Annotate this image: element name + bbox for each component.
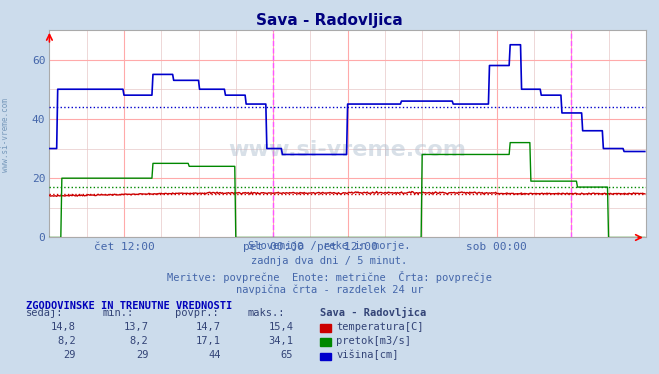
Text: 14,7: 14,7	[196, 322, 221, 332]
Text: 17,1: 17,1	[196, 336, 221, 346]
Text: Sava - Radovljica: Sava - Radovljica	[256, 13, 403, 28]
Text: temperatura[C]: temperatura[C]	[336, 322, 424, 332]
Text: Sava - Radovljica: Sava - Radovljica	[320, 307, 426, 318]
Text: www.si-vreme.com: www.si-vreme.com	[1, 98, 10, 172]
Text: www.si-vreme.com: www.si-vreme.com	[229, 140, 467, 160]
Text: sedaj:: sedaj:	[26, 308, 64, 318]
Text: ZGODOVINSKE IN TRENUTNE VREDNOSTI: ZGODOVINSKE IN TRENUTNE VREDNOSTI	[26, 301, 233, 311]
Text: zadnja dva dni / 5 minut.: zadnja dva dni / 5 minut.	[251, 256, 408, 266]
Text: navpična črta - razdelek 24 ur: navpična črta - razdelek 24 ur	[236, 285, 423, 295]
Text: povpr.:: povpr.:	[175, 308, 218, 318]
Text: 44: 44	[208, 350, 221, 360]
Text: višina[cm]: višina[cm]	[336, 350, 399, 360]
Text: pretok[m3/s]: pretok[m3/s]	[336, 336, 411, 346]
Text: 14,8: 14,8	[51, 322, 76, 332]
Text: 8,2: 8,2	[130, 336, 148, 346]
Text: Slovenija / reke in morje.: Slovenija / reke in morje.	[248, 241, 411, 251]
Text: maks.:: maks.:	[247, 308, 285, 318]
Text: 65: 65	[281, 350, 293, 360]
Text: 13,7: 13,7	[123, 322, 148, 332]
Text: Meritve: povprečne  Enote: metrične  Črta: povprečje: Meritve: povprečne Enote: metrične Črta:…	[167, 271, 492, 283]
Text: 29: 29	[63, 350, 76, 360]
Text: 8,2: 8,2	[57, 336, 76, 346]
Text: min.:: min.:	[102, 308, 133, 318]
Text: 15,4: 15,4	[268, 322, 293, 332]
Text: 34,1: 34,1	[268, 336, 293, 346]
Text: 29: 29	[136, 350, 148, 360]
